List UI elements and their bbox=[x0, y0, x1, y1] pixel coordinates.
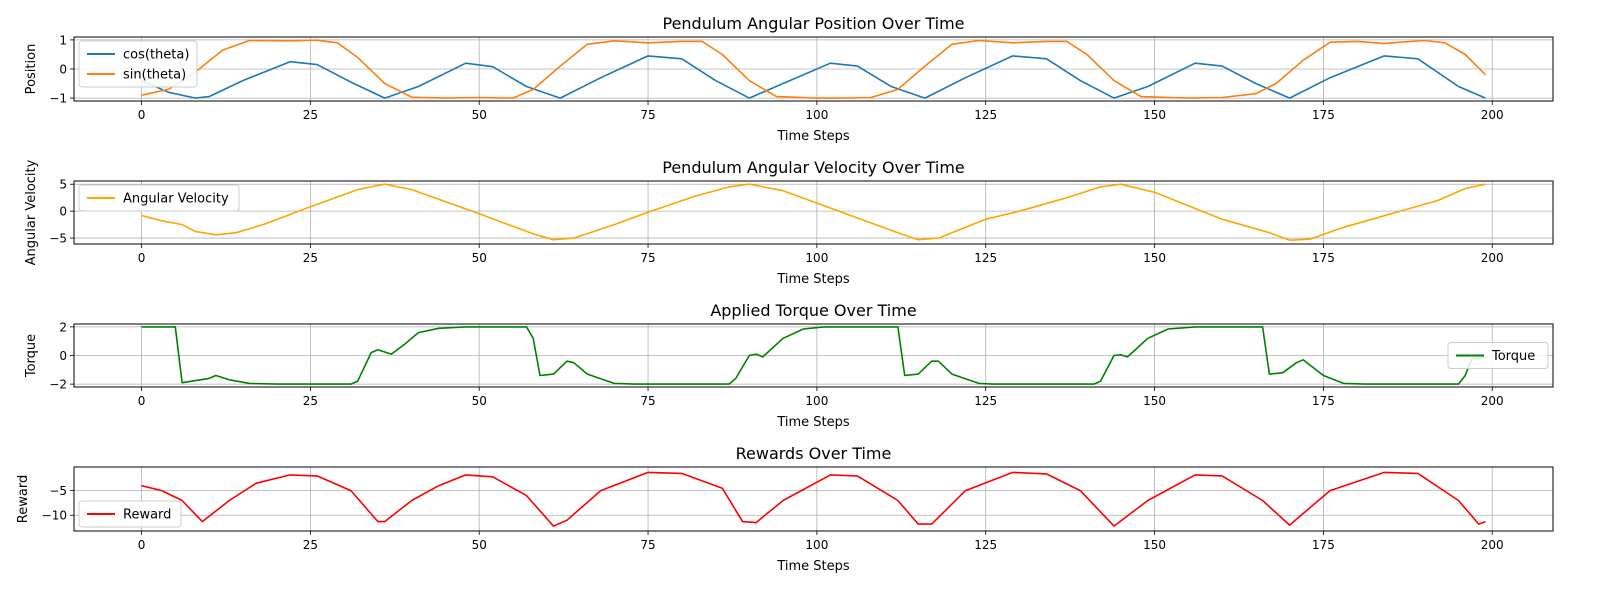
chart-title: Rewards Over Time bbox=[736, 444, 892, 463]
x-tick-label: 75 bbox=[640, 251, 655, 265]
x-tick-label: 200 bbox=[1481, 108, 1504, 122]
x-tick-label: 150 bbox=[1143, 538, 1166, 552]
x-tick-label: 100 bbox=[805, 538, 828, 552]
legend-label: cos(theta) bbox=[123, 48, 189, 63]
legend: Angular Velocity bbox=[78, 184, 240, 212]
x-tick-label: 25 bbox=[303, 538, 318, 552]
x-tick-label: 200 bbox=[1481, 251, 1504, 265]
x-tick-label: 175 bbox=[1312, 251, 1335, 265]
x-tick-label: 0 bbox=[138, 251, 146, 265]
grid bbox=[74, 37, 1553, 101]
y-tick-label: 0 bbox=[59, 205, 67, 219]
legend: Reward bbox=[78, 500, 182, 528]
y-tick-label: −5 bbox=[49, 232, 67, 246]
x-axis-label: Time Steps bbox=[776, 559, 850, 574]
x-axis-label: Time Steps bbox=[776, 129, 850, 144]
legend: Torque bbox=[1447, 342, 1549, 369]
x-tick-label: 100 bbox=[805, 108, 828, 122]
grid bbox=[74, 324, 1553, 387]
series-line-1 bbox=[141, 183, 1486, 241]
y-axis-label: Position bbox=[24, 44, 39, 95]
x-tick-label: 175 bbox=[1312, 394, 1335, 408]
x-tick-label: 100 bbox=[805, 251, 828, 265]
x-tick-label: 125 bbox=[974, 538, 997, 552]
x-tick-label: 50 bbox=[472, 108, 487, 122]
x-tick-label: 0 bbox=[138, 108, 146, 122]
chart-title: Pendulum Angular Position Over Time bbox=[662, 14, 964, 33]
axes-frame bbox=[73, 180, 1554, 245]
x-tick-label: 75 bbox=[640, 108, 655, 122]
chart-title: Pendulum Angular Velocity Over Time bbox=[662, 158, 965, 177]
x-tick-label: 150 bbox=[1143, 108, 1166, 122]
x-tick-label: 150 bbox=[1143, 394, 1166, 408]
legend-box bbox=[1447, 342, 1549, 369]
y-tick-label: −5 bbox=[49, 484, 67, 498]
subplot-1: 0 25 50 75 100 125 150 175 200 −1 0 1 Pendulum Angul… bbox=[24, 14, 1554, 144]
grid bbox=[74, 467, 1553, 531]
subplot-4: 0 25 50 75 100 125 150 175 200 −5 −10 Rewards Over … bbox=[16, 444, 1554, 574]
legend-box bbox=[78, 40, 198, 88]
legend-label: Torque bbox=[1491, 349, 1535, 364]
x-tick-label: 125 bbox=[974, 108, 997, 122]
x-tick-label: 0 bbox=[138, 394, 146, 408]
legend: cos(theta) sin(theta) bbox=[78, 40, 198, 88]
x-tick-label: 150 bbox=[1143, 251, 1166, 265]
x-axis-label: Time Steps bbox=[776, 415, 850, 430]
y-tick-label: 0 bbox=[59, 349, 67, 363]
y-tick-label: 5 bbox=[59, 178, 67, 192]
x-axis-label: Time Steps bbox=[776, 272, 850, 287]
y-tick-label: 0 bbox=[59, 63, 67, 77]
series-line-1 bbox=[141, 326, 1486, 385]
x-tick-label: 25 bbox=[303, 108, 318, 122]
x-tick-label: 200 bbox=[1481, 538, 1504, 552]
x-tick-label: 75 bbox=[640, 394, 655, 408]
y-tick-label: −1 bbox=[49, 92, 67, 106]
x-tick-label: 25 bbox=[303, 394, 318, 408]
x-tick-label: 50 bbox=[472, 538, 487, 552]
chart-title: Applied Torque Over Time bbox=[710, 301, 916, 320]
x-tick-label: 75 bbox=[640, 538, 655, 552]
x-tick-label: 175 bbox=[1312, 538, 1335, 552]
grid bbox=[74, 181, 1553, 244]
series-line-1 bbox=[141, 471, 1486, 527]
series-line-1 bbox=[141, 55, 1486, 99]
x-tick-label: 200 bbox=[1481, 394, 1504, 408]
x-tick-label: 50 bbox=[472, 394, 487, 408]
y-axis-label: Reward bbox=[16, 475, 31, 523]
x-tick-label: 25 bbox=[303, 251, 318, 265]
y-tick-label: −2 bbox=[49, 378, 67, 392]
legend-label: sin(theta) bbox=[123, 68, 186, 83]
x-tick-label: 125 bbox=[974, 394, 997, 408]
y-tick-label: 2 bbox=[59, 320, 67, 334]
axes-frame bbox=[73, 466, 1554, 532]
x-tick-label: 100 bbox=[805, 394, 828, 408]
legend-label: Reward bbox=[123, 508, 171, 523]
y-tick-label: 1 bbox=[59, 33, 67, 47]
x-tick-label: 125 bbox=[974, 251, 997, 265]
subplot-3: 0 25 50 75 100 125 150 175 200 −2 0 2 Applied Torque… bbox=[24, 301, 1554, 430]
legend-box bbox=[78, 184, 240, 212]
legend-label: Angular Velocity bbox=[123, 192, 229, 207]
x-tick-label: 0 bbox=[138, 538, 146, 552]
series-line-2 bbox=[141, 39, 1487, 99]
y-axis-label: Angular Velocity bbox=[24, 159, 39, 265]
x-tick-label: 175 bbox=[1312, 108, 1335, 122]
subplot-2: 0 25 50 75 100 125 150 175 200 −5 0 5 Pendulum Angul… bbox=[24, 158, 1554, 287]
y-axis-label: Torque bbox=[24, 334, 39, 378]
legend-box bbox=[78, 500, 182, 528]
x-tick-label: 50 bbox=[472, 251, 487, 265]
y-tick-label: −10 bbox=[42, 509, 67, 523]
